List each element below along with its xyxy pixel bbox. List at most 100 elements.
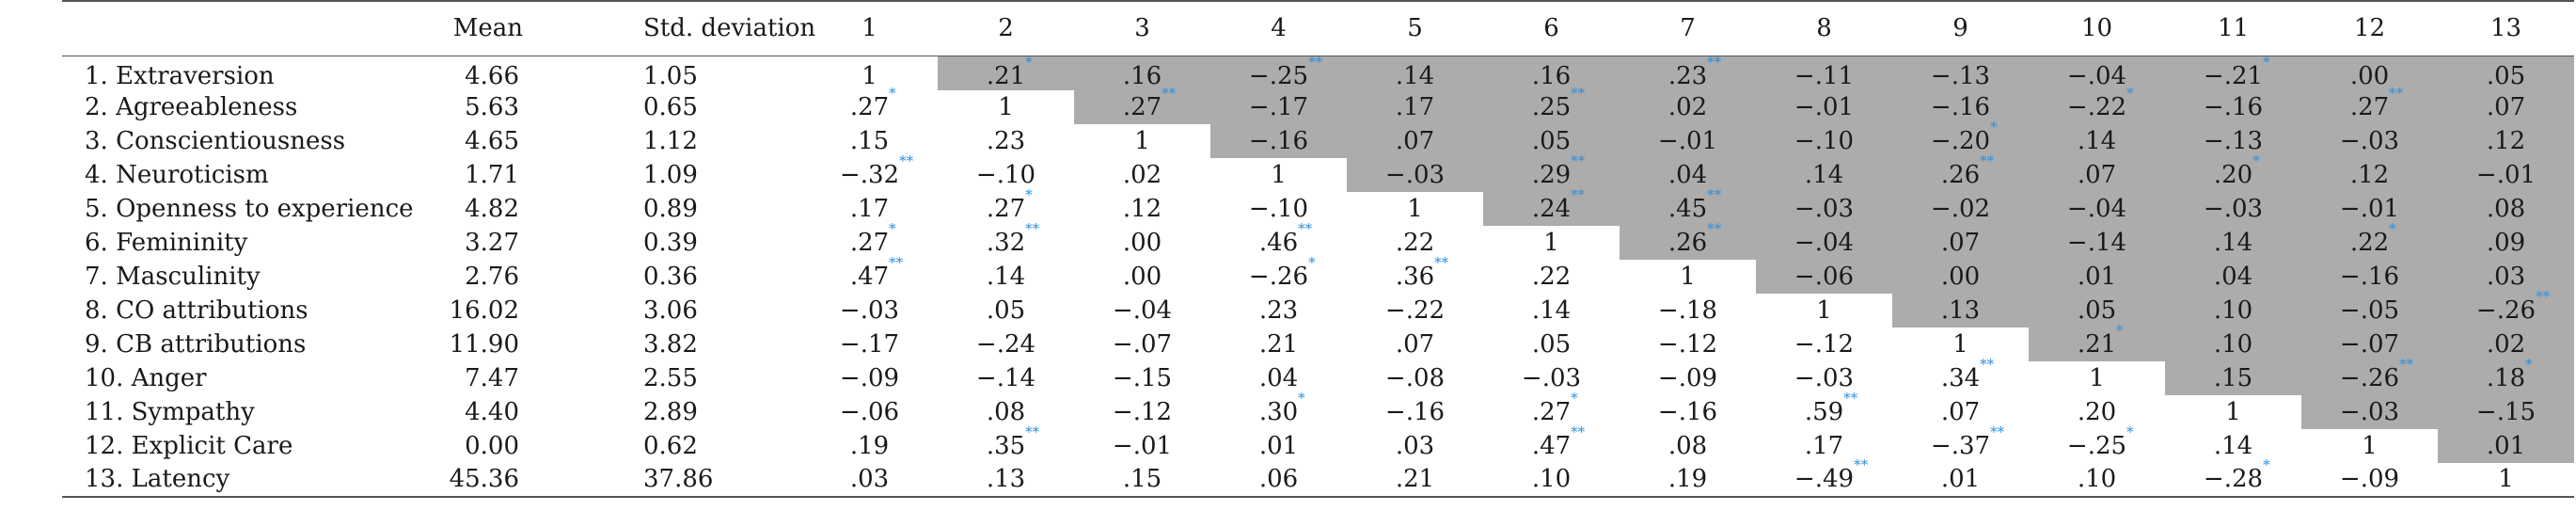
table-row: 10. Anger 7.47 2.55 −.09 −.14 −.15 .04 −.08 −.03… (62, 356, 2574, 395)
correlation-value: −.04 (1112, 295, 1173, 325)
correlation-value: −.03 (2339, 397, 2400, 426)
correlation-cell: .02 (2438, 327, 2574, 361)
table-row: 12. Explicit Care 0.00 0.62 .19 .35 ** −.01 .01… (62, 423, 2574, 463)
correlation-value: 1 (1816, 295, 1832, 325)
correlation-value: .02 (1122, 160, 1162, 189)
correlation-cell: .20 (2029, 395, 2165, 429)
correlation-value: −.37 ** (1930, 423, 2005, 460)
correlation-cell: .10 (2165, 327, 2301, 361)
significance-marker: ** (1707, 185, 1722, 203)
correlation-value: −.11 (1794, 61, 1855, 90)
correlation-value: .02 (2486, 329, 2526, 359)
correlation-value: −.16 (1248, 126, 1309, 155)
correlation-value: .14 (2213, 431, 2253, 460)
correlation-cell: .25 ** (1483, 85, 1620, 124)
sd-cell: 1.12 (643, 126, 698, 155)
correlation-value: .19 (1667, 465, 1708, 493)
correlation-cell: −.04 (1074, 294, 1210, 327)
correlation-cell: −.03 (1756, 361, 1892, 395)
correlation-value: −.02 (1930, 194, 1991, 223)
table-row: 7. Masculinity 2.76 0.36 .47 ** .14 .00 −.26 * .3… (62, 254, 2574, 294)
sd-cell: 2.89 (643, 397, 698, 426)
correlation-value: .14 (2213, 228, 2253, 257)
mean-cell: 4.66 (465, 61, 519, 90)
correlation-value: .27 ** (1122, 84, 1177, 121)
significance-marker: ** (1707, 219, 1722, 237)
correlation-cell: .13 (938, 462, 1074, 498)
correlation-value: .13 (1940, 295, 1981, 325)
correlation-cell: −.03 (801, 294, 938, 327)
significance-marker: ** (1308, 53, 1323, 71)
correlation-value: .10 (2077, 465, 2117, 493)
header-col-11: 11 (2165, 0, 2301, 56)
significance-marker: ** (1571, 152, 1586, 169)
correlation-cell: .15 (1074, 462, 1210, 498)
correlation-value: .03 (2486, 262, 2526, 291)
correlation-value: 1 (1407, 194, 1423, 223)
correlation-value: .15 (849, 126, 890, 155)
correlation-value: −.10 (1248, 194, 1309, 223)
correlation-cell: .22 * (2301, 220, 2438, 260)
correlation-value: 1 (1543, 228, 1559, 257)
correlation-value: 1 (1680, 262, 1696, 291)
correlation-cell: .00 (1892, 259, 2029, 294)
correlation-value: .04 (2213, 262, 2253, 291)
correlation-value: −.15 (2475, 397, 2536, 426)
correlation-value: −.20 * (1930, 118, 1998, 155)
correlation-cell: .26 ** (1620, 220, 1756, 260)
correlation-value: −.03 (1794, 194, 1855, 223)
correlation-cell: .46 ** (1210, 219, 1347, 260)
correlation-value: .46 ** (1258, 219, 1313, 257)
correlation-value: .08 (1667, 431, 1708, 460)
correlation-value: −.13 (1930, 61, 1991, 90)
correlation-value: .17 (849, 194, 890, 223)
row-label: 6. Femininity (85, 228, 248, 257)
correlation-cell: .23 (1210, 294, 1347, 327)
correlation-value: −.04 (1794, 228, 1855, 257)
correlation-value: −.22 (1384, 295, 1446, 325)
correlation-value: −.10 (1794, 126, 1855, 155)
correlation-value: −.07 (2339, 329, 2400, 359)
row-label: 1. Extraversion (85, 61, 275, 90)
correlation-cell: .14 (1347, 56, 1483, 90)
significance-marker: ** (1980, 152, 1995, 169)
correlation-value: −.03 (1521, 363, 1582, 392)
correlation-value: 1 (2362, 431, 2378, 460)
correlation-cell: .01 (2438, 428, 2574, 463)
row-label: 2. Agreeableness (85, 92, 298, 121)
significance-marker: * (1025, 53, 1033, 71)
header-row: Mean Std. deviation 1 2 3 4 5 6 7 8 9 10 11 12 13 (62, 0, 2574, 56)
sd-cell: 0.89 (643, 194, 698, 223)
significance-marker: ** (1843, 389, 1858, 407)
correlation-cell: .14 (2165, 429, 2301, 463)
correlation-value: .59 ** (1804, 389, 1858, 426)
correlation-value: 1 (998, 92, 1014, 121)
correlation-cell: .27 * (801, 219, 938, 260)
mean-cell: 45.36 (427, 462, 581, 498)
correlation-cell: −.18 (1620, 294, 1756, 327)
correlation-value: −.26 ** (2475, 287, 2551, 325)
correlation-value: .05 (1531, 329, 1572, 359)
mean-cell: 1.71 (465, 160, 519, 189)
correlation-value: .00 (1122, 262, 1162, 291)
correlation-cell: 1 (1074, 124, 1210, 158)
header-col-10: 10 (2029, 0, 2165, 56)
correlation-cell: .16 (1074, 56, 1210, 90)
correlation-cell: −.13 (1892, 56, 2029, 90)
correlation-value: −.09 (1657, 363, 1718, 392)
correlation-value: .09 (2486, 228, 2526, 257)
correlation-cell: .16 (1483, 56, 1620, 90)
correlation-cell: 1 (1756, 294, 1892, 327)
correlation-value: .01 (1940, 465, 1981, 493)
correlation-cell: −.05 (2301, 293, 2438, 327)
correlation-value: −.12 (1112, 397, 1173, 426)
correlation-cell: .07 (1892, 395, 2029, 429)
significance-marker: ** (1434, 253, 1449, 271)
correlation-value: .27 * (849, 219, 896, 257)
correlation-value: −.18 (1657, 295, 1718, 325)
correlation-cell: .22 (1347, 226, 1483, 260)
correlation-cell: .15 (801, 124, 938, 158)
correlation-cell: .27 * (938, 186, 1074, 226)
significance-marker: * (1025, 185, 1033, 203)
correlation-value: −.25 ** (1248, 53, 1323, 90)
